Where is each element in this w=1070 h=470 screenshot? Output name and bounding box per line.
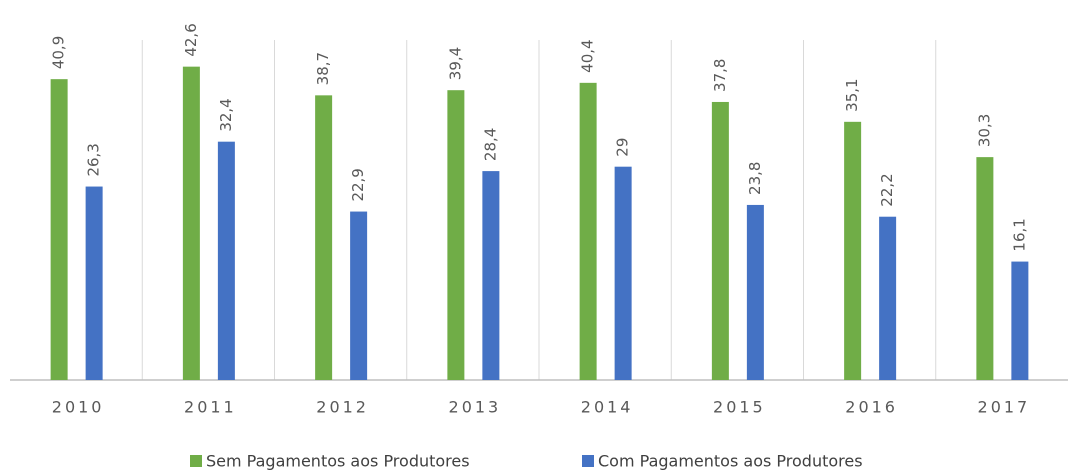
bar — [579, 82, 597, 380]
data-label: 23,8 — [746, 162, 764, 195]
data-label: 42,6 — [182, 23, 200, 56]
x-tick-label: 2011 — [184, 398, 237, 417]
legend-label: Com Pagamentos aos Produtores — [598, 452, 863, 470]
bar — [976, 157, 994, 380]
legend-swatch — [582, 455, 594, 467]
x-tick-label: 2015 — [713, 398, 766, 417]
data-label: 38,7 — [314, 52, 332, 85]
data-label: 28,4 — [481, 128, 499, 161]
data-label: 37,8 — [711, 59, 729, 92]
data-label: 30,3 — [975, 114, 993, 147]
data-label: 29 — [614, 138, 632, 157]
x-tick-label: 2010 — [52, 398, 105, 417]
data-label: 40,4 — [579, 39, 597, 72]
data-label: 22,2 — [878, 173, 896, 206]
data-label: 40,9 — [50, 36, 68, 69]
x-tick-label: 2017 — [978, 398, 1031, 417]
bar — [217, 141, 235, 380]
x-tick-label: 2013 — [449, 398, 502, 417]
data-label: 32,4 — [217, 98, 235, 131]
data-label: 26,3 — [85, 143, 103, 176]
x-tick-label: 2016 — [845, 398, 898, 417]
bar — [844, 121, 862, 380]
legend-swatch — [190, 455, 202, 467]
bar — [350, 211, 368, 380]
bar — [614, 166, 632, 380]
bar — [711, 101, 729, 381]
bar — [447, 90, 465, 381]
bar — [50, 79, 68, 380]
data-label: 39,4 — [446, 47, 464, 80]
bar — [182, 66, 200, 381]
data-label: 16,1 — [1010, 218, 1028, 251]
x-tick-label: 2012 — [316, 398, 369, 417]
x-tick-label: 2014 — [581, 398, 634, 417]
bar — [879, 216, 897, 380]
bar — [482, 171, 500, 380]
bar — [315, 95, 333, 380]
bar — [85, 186, 103, 380]
data-label: 22,9 — [349, 168, 367, 201]
bar — [746, 204, 764, 380]
bar — [1011, 261, 1029, 380]
data-label: 35,1 — [843, 78, 861, 111]
legend-label: Sem Pagamentos aos Produtores — [206, 452, 470, 470]
